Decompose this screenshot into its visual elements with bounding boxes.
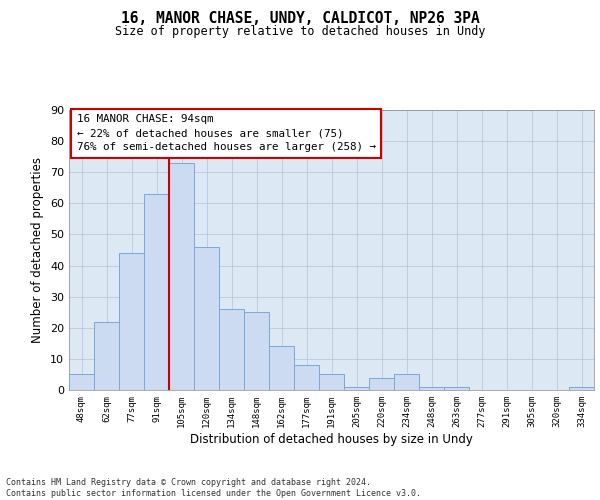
Text: Size of property relative to detached houses in Undy: Size of property relative to detached ho… [115, 25, 485, 38]
Bar [394, 374, 419, 390]
Bar [169, 163, 194, 390]
Bar [444, 387, 469, 390]
Bar [144, 194, 169, 390]
Bar [219, 309, 244, 390]
Bar [344, 387, 369, 390]
Text: 16 MANOR CHASE: 94sqm
← 22% of detached houses are smaller (75)
76% of semi-deta: 16 MANOR CHASE: 94sqm ← 22% of detached … [77, 114, 376, 152]
Bar [119, 253, 144, 390]
Text: Contains HM Land Registry data © Crown copyright and database right 2024.
Contai: Contains HM Land Registry data © Crown c… [6, 478, 421, 498]
Bar [269, 346, 294, 390]
X-axis label: Distribution of detached houses by size in Undy: Distribution of detached houses by size … [190, 432, 473, 446]
Bar [294, 365, 319, 390]
Text: 16, MANOR CHASE, UNDY, CALDICOT, NP26 3PA: 16, MANOR CHASE, UNDY, CALDICOT, NP26 3P… [121, 11, 479, 26]
Bar [569, 387, 594, 390]
Bar [69, 374, 94, 390]
Bar [319, 374, 344, 390]
Y-axis label: Number of detached properties: Number of detached properties [31, 157, 44, 343]
Bar [369, 378, 394, 390]
Bar [94, 322, 119, 390]
Bar [194, 247, 219, 390]
Bar [419, 387, 444, 390]
Bar [244, 312, 269, 390]
